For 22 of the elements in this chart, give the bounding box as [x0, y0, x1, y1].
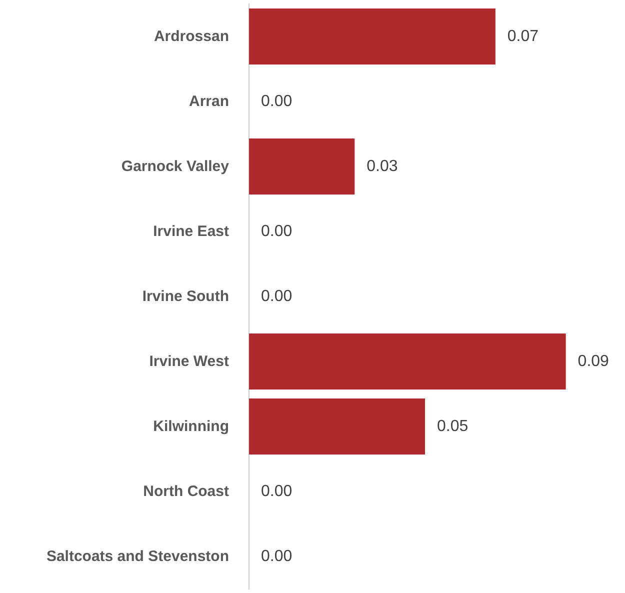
y-tick-label: North Coast	[143, 483, 229, 500]
bar	[249, 138, 355, 194]
y-tick-label: Irvine East	[153, 223, 229, 240]
y-tick-label: Saltcoats and Stevenston	[46, 548, 229, 565]
data-label: 0.00	[261, 483, 292, 500]
data-label: 0.05	[437, 418, 468, 435]
data-label: 0.07	[507, 28, 539, 45]
y-tick-label: Irvine West	[149, 353, 229, 370]
data-label: 0.00	[261, 288, 292, 305]
data-label: 0.03	[366, 158, 398, 175]
bar	[249, 8, 496, 64]
data-label: 0.00	[261, 223, 292, 240]
y-tick-label: Garnock Valley	[121, 158, 230, 175]
bar	[249, 398, 425, 454]
data-label: 0.09	[578, 353, 610, 370]
data-label: 0.00	[261, 93, 292, 110]
y-tick-label: Kilwinning	[153, 418, 229, 435]
bar	[249, 334, 566, 390]
y-tick-label: Irvine South	[142, 288, 229, 305]
y-tick-label: Ardrossan	[154, 28, 229, 45]
data-label: 0.00	[261, 548, 292, 565]
y-tick-label: Arran	[188, 93, 229, 110]
